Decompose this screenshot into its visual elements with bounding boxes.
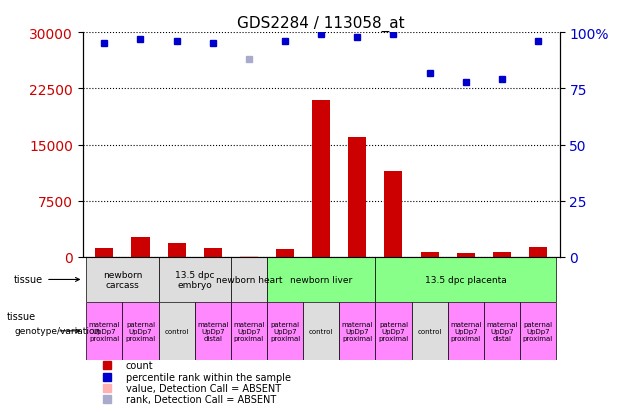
Text: count: count [126, 361, 153, 370]
Text: rank, Detection Call = ABSENT: rank, Detection Call = ABSENT [126, 394, 276, 404]
Bar [457, 254, 474, 257]
FancyBboxPatch shape [339, 302, 375, 360]
Text: percentile rank within the sample: percentile rank within the sample [126, 372, 291, 382]
Text: tissue: tissue [14, 275, 80, 285]
FancyBboxPatch shape [267, 302, 303, 360]
FancyBboxPatch shape [520, 302, 556, 360]
Text: control: control [309, 328, 333, 334]
FancyBboxPatch shape [158, 257, 231, 302]
FancyBboxPatch shape [375, 257, 556, 302]
FancyBboxPatch shape [86, 257, 158, 302]
Text: newborn heart: newborn heart [216, 275, 282, 284]
FancyBboxPatch shape [86, 302, 123, 360]
Bar [384, 171, 403, 257]
Text: newborn liver: newborn liver [290, 275, 352, 284]
Title: GDS2284 / 113058_at: GDS2284 / 113058_at [237, 16, 405, 32]
Text: control: control [165, 328, 189, 334]
FancyBboxPatch shape [375, 302, 411, 360]
Text: 13.5 dpc
embryo: 13.5 dpc embryo [175, 270, 214, 290]
Bar [420, 252, 439, 257]
Text: genotype/variation: genotype/variation [14, 327, 100, 335]
FancyBboxPatch shape [158, 302, 195, 360]
Text: maternal
UpDp7
proximal: maternal UpDp7 proximal [233, 321, 265, 341]
Bar [493, 253, 511, 257]
Bar [132, 237, 149, 257]
Text: maternal
UpDp7
distal: maternal UpDp7 distal [486, 321, 518, 341]
Text: 13.5 dpc placenta: 13.5 dpc placenta [425, 275, 507, 284]
FancyBboxPatch shape [484, 302, 520, 360]
Bar [349, 138, 366, 257]
FancyBboxPatch shape [123, 302, 158, 360]
Text: value, Detection Call = ABSENT: value, Detection Call = ABSENT [126, 383, 280, 393]
Bar [529, 248, 547, 257]
Text: paternal
UpDp7
proximal: paternal UpDp7 proximal [270, 321, 300, 341]
Bar [240, 256, 258, 257]
Text: paternal
UpDp7
proximal: paternal UpDp7 proximal [378, 321, 408, 341]
FancyBboxPatch shape [231, 257, 267, 302]
FancyBboxPatch shape [448, 302, 484, 360]
Text: paternal
UpDp7
proximal: paternal UpDp7 proximal [125, 321, 156, 341]
Bar [312, 100, 330, 257]
FancyBboxPatch shape [411, 302, 448, 360]
Bar [276, 250, 294, 257]
Text: maternal
UpDp7
proximal: maternal UpDp7 proximal [88, 321, 120, 341]
Text: control: control [417, 328, 442, 334]
Text: maternal
UpDp7
proximal: maternal UpDp7 proximal [450, 321, 481, 341]
Text: maternal
UpDp7
distal: maternal UpDp7 distal [197, 321, 228, 341]
Text: newborn
carcass: newborn carcass [103, 270, 142, 290]
Text: paternal
UpDp7
proximal: paternal UpDp7 proximal [523, 321, 553, 341]
Text: maternal
UpDp7
proximal: maternal UpDp7 proximal [342, 321, 373, 341]
Bar [168, 244, 186, 257]
Bar [204, 248, 222, 257]
FancyBboxPatch shape [303, 302, 339, 360]
FancyBboxPatch shape [231, 302, 267, 360]
FancyBboxPatch shape [195, 302, 231, 360]
Text: tissue: tissue [6, 311, 36, 321]
FancyBboxPatch shape [267, 257, 375, 302]
Bar [95, 248, 113, 257]
